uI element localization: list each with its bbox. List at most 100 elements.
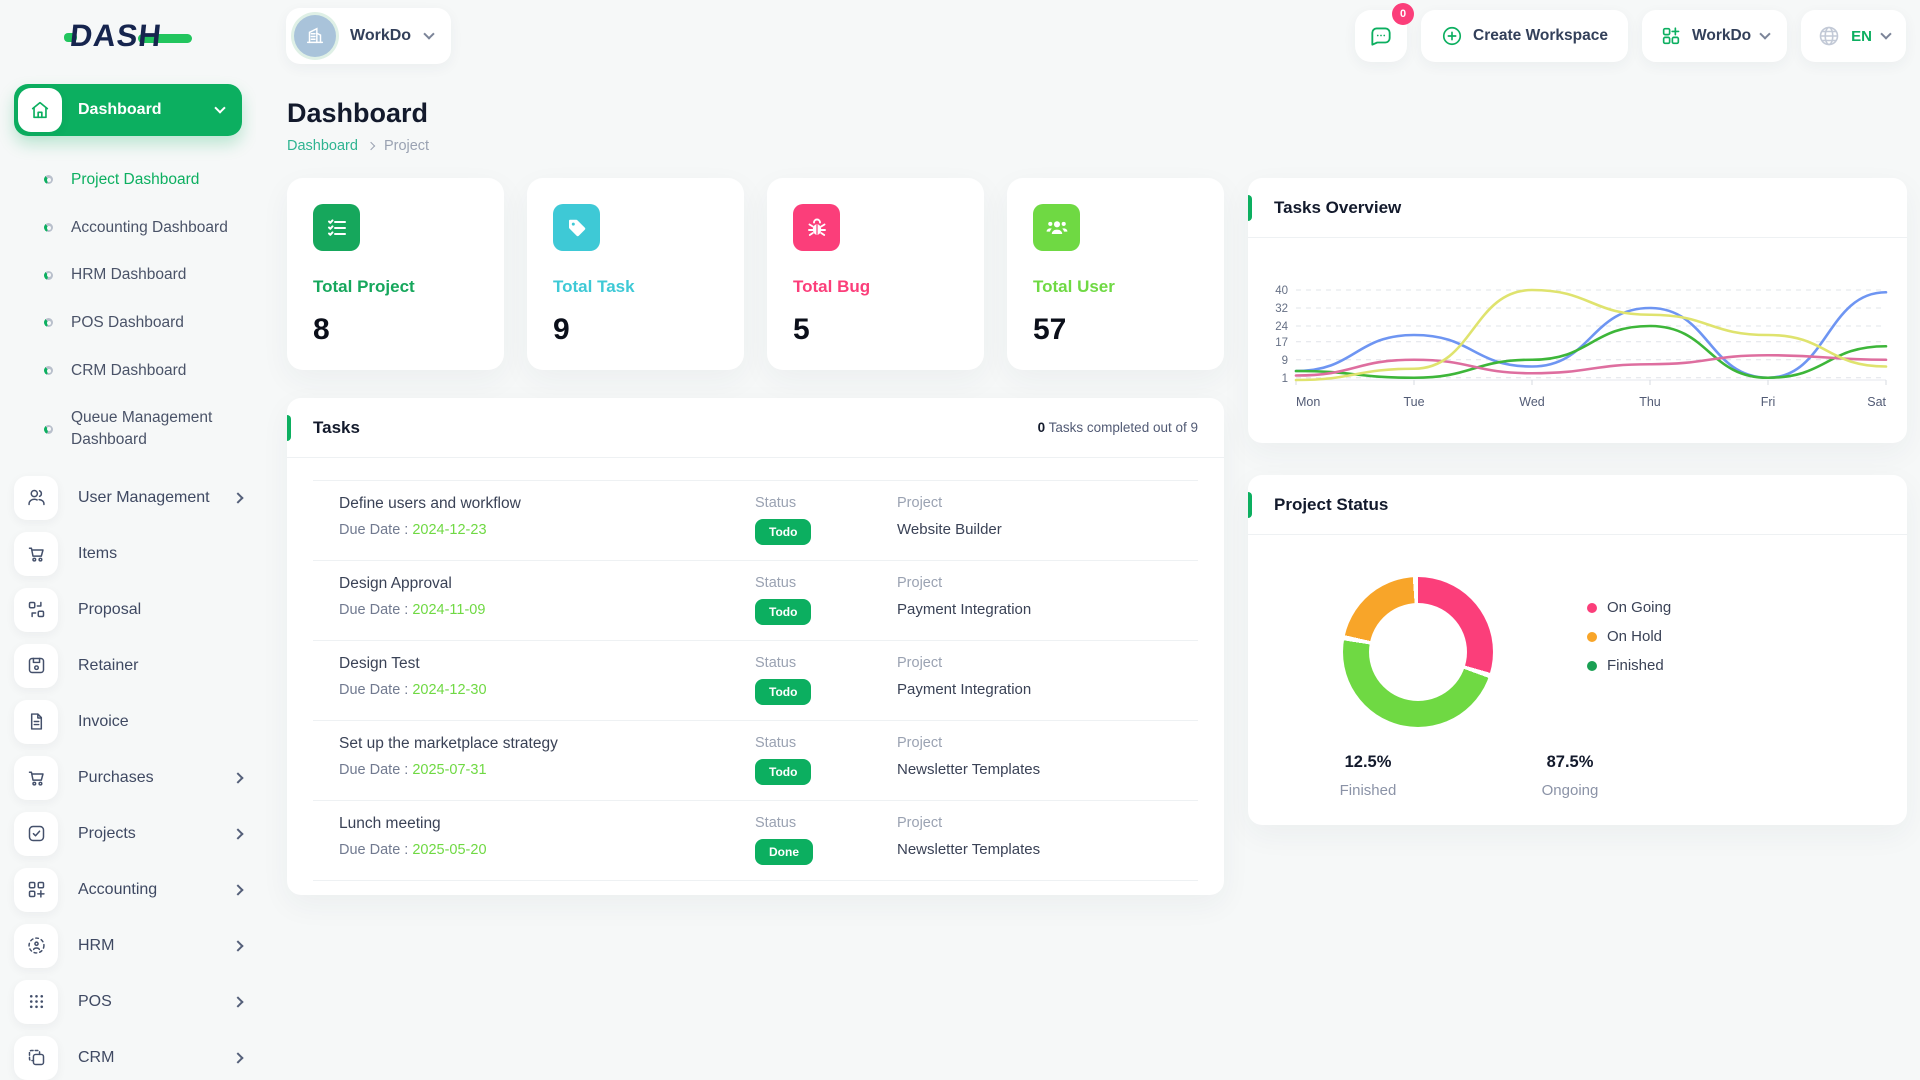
sidebar-item-proposal[interactable]: Proposal	[14, 587, 242, 632]
sidebar-item-pos[interactable]: POS	[14, 979, 244, 1024]
task-project: Newsletter Templates	[897, 761, 1041, 778]
stat-label: Total Project	[313, 277, 415, 296]
messenger-button[interactable]: 0	[1355, 3, 1415, 62]
document-icon	[30, 713, 42, 730]
status-badge: Todo	[755, 519, 812, 545]
legend-label: On Hold	[1607, 628, 1663, 645]
logo-accent-dot	[64, 32, 78, 42]
cart-icon	[28, 771, 44, 786]
workspace-switcher[interactable]: WorkDo	[286, 8, 452, 64]
task-row: Set up the marketplace strategy Due Date…	[313, 721, 1198, 801]
stat-label: Finished	[1339, 782, 1397, 799]
language-selector[interactable]: EN	[1801, 10, 1906, 62]
donut-chart	[1343, 577, 1493, 727]
menu-label: Items	[78, 544, 118, 562]
stat-ongoing: 87.5% Ongoing	[1480, 753, 1660, 799]
scan-person-icon	[27, 937, 45, 954]
sidebar-item-accounting-dashboard[interactable]: Accounting Dashboard	[14, 204, 242, 252]
sidebar-item-retainer[interactable]: Retainer	[14, 643, 242, 688]
topbar-actions: 0 Create Workspace WorkDo EN	[1355, 3, 1906, 62]
stat-value: 8	[313, 313, 330, 346]
create-workspace-label: Create Workspace	[1473, 27, 1609, 44]
stat-value: 57	[1033, 313, 1067, 346]
stat-label: Ongoing	[1541, 782, 1599, 799]
breadcrumb-dashboard-link[interactable]: Dashboard	[287, 138, 358, 154]
check-square-icon	[28, 826, 44, 842]
legend-label: Finished	[1607, 657, 1664, 674]
stat-value: 9	[553, 313, 570, 346]
workdo-dropdown-label: WorkDo	[1692, 27, 1752, 44]
stat-card-total-bug: Total Bug 5	[767, 178, 984, 370]
sidebar-item-purchases[interactable]: Purchases	[14, 755, 244, 800]
due-date-value: 2024-12-30	[412, 682, 487, 698]
menu-label: POS	[78, 992, 112, 1010]
workdo-dropdown[interactable]: WorkDo	[1642, 10, 1788, 62]
stat-value: 12.5%	[1344, 753, 1392, 771]
sidebar-item-pos-dashboard[interactable]: POS Dashboard	[14, 299, 242, 347]
task-title: Design Test	[339, 655, 420, 672]
stat-card-total-user: Total User 57	[1007, 178, 1224, 370]
project-column-label: Project	[897, 655, 943, 671]
bullet-icon	[44, 366, 53, 376]
tasks-panel: Tasks 0 Tasks completed out of 9 Define …	[287, 398, 1224, 895]
chevron-right-icon	[232, 996, 244, 1008]
due-date-label: Due Date :	[339, 522, 413, 538]
stat-card-total-project: Total Project 8	[287, 178, 504, 370]
svg-text:32: 32	[1275, 303, 1288, 315]
status-column-label: Status	[755, 575, 797, 591]
sidebar-item-hrm[interactable]: HRM	[14, 923, 244, 968]
sidebar-item-accounting[interactable]: Accounting	[14, 867, 244, 912]
sidebar-item-queue-management-dashboard[interactable]: Queue Management Dashboard	[14, 394, 242, 463]
create-workspace-button[interactable]: Create Workspace	[1421, 10, 1629, 62]
iconbox	[14, 587, 58, 632]
legend-dot	[1587, 631, 1597, 642]
iconbox	[14, 531, 58, 576]
svg-text:Sat: Sat	[1867, 395, 1886, 409]
home-icon	[31, 101, 49, 119]
sidebar-item-project-dashboard[interactable]: Project Dashboard	[14, 156, 242, 204]
grid-plus-icon	[1662, 27, 1680, 45]
due-date-label: Due Date :	[339, 682, 413, 698]
sidebar: Dashboard Project Dashboard Accounting D…	[0, 72, 256, 1080]
due-date-value: 2025-05-20	[412, 842, 487, 858]
due-date-value: 2025-07-31	[412, 762, 487, 778]
iconbox	[14, 643, 58, 688]
app-logo[interactable]: DASH	[64, 18, 192, 54]
plus-circle-icon	[1442, 26, 1462, 46]
project-status-title: Project Status	[1274, 494, 1389, 514]
bullet-icon	[44, 318, 53, 328]
chevron-right-icon	[366, 141, 376, 151]
sidebar-item-items[interactable]: Items	[14, 531, 242, 576]
donut-stats: 12.5% Finished 87.5% Ongoing	[1248, 753, 1907, 799]
bullet-icon	[44, 424, 53, 434]
chevron-down-icon	[423, 28, 435, 40]
status-column-label: Status	[755, 495, 797, 511]
bullet-icon	[44, 270, 53, 280]
iconbox	[14, 867, 58, 912]
sidebar-item-projects[interactable]: Projects	[14, 811, 244, 856]
sidebar-item-user-management[interactable]: User Management	[14, 475, 244, 520]
sidebar-item-dashboard[interactable]: Dashboard	[14, 84, 242, 136]
logo-text: DASH	[68, 18, 164, 53]
status-column-label: Status	[755, 655, 797, 671]
task-row: Lunch meeting Due Date : 2025-05-20 Stat…	[313, 801, 1198, 881]
sidebar-item-label: Dashboard	[78, 101, 162, 118]
sidebar-item-crm[interactable]: CRM	[14, 1035, 244, 1080]
tasks-overview-title: Tasks Overview	[1274, 197, 1402, 217]
iconbox	[14, 811, 58, 856]
bug-icon	[793, 204, 840, 251]
chat-bubble-icon	[1371, 27, 1391, 46]
save-icon	[28, 658, 44, 674]
page-title: Dashboard	[287, 98, 429, 128]
sidebar-item-crm-dashboard[interactable]: CRM Dashboard	[14, 347, 242, 395]
stat-card-total-task: Total Task 9	[527, 178, 744, 370]
stat-value: 5	[793, 313, 810, 346]
sidebar-item-hrm-dashboard[interactable]: HRM Dashboard	[14, 251, 242, 299]
project-status-card: Project Status On Going On Hold	[1248, 475, 1907, 825]
svg-text:Wed: Wed	[1519, 395, 1545, 409]
status-column-label: Status	[755, 735, 797, 751]
menu-label: CRM	[78, 1048, 115, 1066]
sidebar-item-invoice[interactable]: Invoice	[14, 699, 242, 744]
breadcrumb: Dashboard Project	[287, 138, 1907, 154]
task-title: Lunch meeting	[339, 815, 441, 832]
